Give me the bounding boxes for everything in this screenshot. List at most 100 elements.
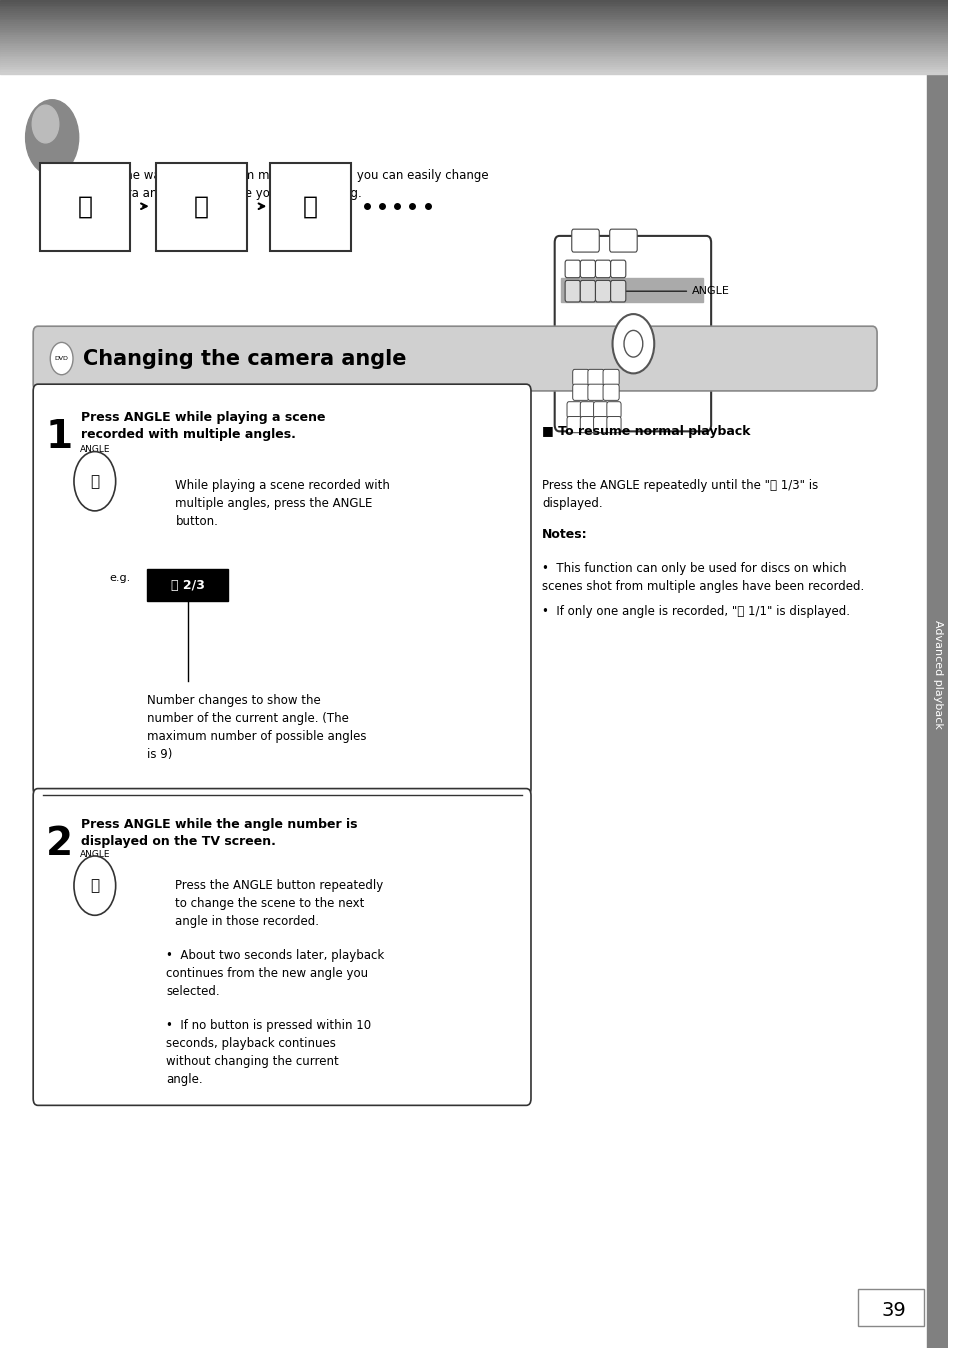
Bar bbox=[0, 59, 947, 61]
Bar bbox=[0, 67, 947, 69]
Bar bbox=[0, 58, 947, 59]
Text: ANGLE: ANGLE bbox=[578, 286, 729, 297]
Text: ■ To resume normal playback: ■ To resume normal playback bbox=[542, 425, 750, 438]
FancyBboxPatch shape bbox=[571, 229, 598, 252]
Text: •  If only one angle is recorded, "⎙ 1/1" is displayed.: • If only one angle is recorded, "⎙ 1/1"… bbox=[542, 605, 849, 619]
FancyBboxPatch shape bbox=[564, 260, 579, 278]
Bar bbox=[0, 61, 947, 63]
Text: 2: 2 bbox=[46, 825, 72, 863]
FancyBboxPatch shape bbox=[579, 260, 595, 278]
FancyBboxPatch shape bbox=[609, 229, 637, 252]
FancyBboxPatch shape bbox=[610, 260, 625, 278]
FancyBboxPatch shape bbox=[587, 369, 603, 386]
Bar bbox=[560, 278, 701, 302]
Bar bbox=[0, 69, 947, 70]
Text: Changing the camera angle: Changing the camera angle bbox=[83, 349, 407, 368]
Bar bbox=[0, 16, 947, 19]
Bar bbox=[147, 569, 228, 601]
Bar bbox=[0, 50, 947, 51]
Bar bbox=[0, 46, 947, 49]
Text: •  If no button is pressed within 10
seconds, playback continues
without changin: • If no button is pressed within 10 seco… bbox=[166, 1019, 371, 1086]
Bar bbox=[0, 11, 947, 13]
FancyBboxPatch shape bbox=[606, 417, 620, 433]
Text: 🚙: 🚙 bbox=[193, 195, 209, 218]
Bar bbox=[0, 13, 947, 15]
Bar bbox=[0, 40, 947, 43]
FancyBboxPatch shape bbox=[587, 384, 603, 400]
Circle shape bbox=[26, 100, 78, 175]
Circle shape bbox=[74, 452, 115, 511]
FancyBboxPatch shape bbox=[579, 280, 595, 302]
Text: DVD: DVD bbox=[54, 356, 69, 361]
Bar bbox=[0, 7, 947, 9]
Text: Press ANGLE while playing a scene
recorded with multiple angles.: Press ANGLE while playing a scene record… bbox=[80, 411, 325, 441]
Text: 1: 1 bbox=[46, 418, 72, 456]
FancyBboxPatch shape bbox=[572, 369, 588, 386]
Bar bbox=[156, 163, 246, 251]
Text: 39: 39 bbox=[881, 1301, 905, 1320]
Bar bbox=[0, 53, 947, 54]
Text: Number changes to show the
number of the current angle. (The
maximum number of p: Number changes to show the number of the… bbox=[147, 694, 366, 762]
Text: 🚘: 🚘 bbox=[303, 195, 317, 218]
Bar bbox=[0, 26, 947, 28]
FancyBboxPatch shape bbox=[595, 260, 610, 278]
FancyBboxPatch shape bbox=[610, 280, 625, 302]
Bar bbox=[0, 24, 947, 26]
Text: Notes:: Notes: bbox=[542, 528, 587, 542]
Circle shape bbox=[32, 105, 59, 143]
Bar bbox=[0, 20, 947, 22]
Bar bbox=[270, 163, 351, 251]
Bar bbox=[0, 44, 947, 46]
Text: ANGLE: ANGLE bbox=[79, 849, 110, 859]
Bar bbox=[857, 1289, 923, 1326]
Text: Advanced playback: Advanced playback bbox=[932, 620, 942, 728]
FancyBboxPatch shape bbox=[33, 326, 876, 391]
Bar bbox=[0, 35, 947, 36]
Bar bbox=[0, 5, 947, 7]
FancyBboxPatch shape bbox=[564, 280, 579, 302]
Text: 🚗: 🚗 bbox=[77, 195, 92, 218]
Bar bbox=[0, 43, 947, 44]
FancyBboxPatch shape bbox=[566, 417, 580, 433]
Bar bbox=[0, 65, 947, 66]
Bar bbox=[0, 49, 947, 50]
Text: If the scene was recorded from multiple angles, you can easily change
the camera: If the scene was recorded from multiple … bbox=[71, 168, 488, 200]
Bar bbox=[0, 0, 947, 1]
Bar bbox=[0, 1, 947, 4]
Bar bbox=[0, 4, 947, 5]
Text: Press the ANGLE repeatedly until the "⎙ 1/3" is
displayed.: Press the ANGLE repeatedly until the "⎙ … bbox=[542, 479, 818, 510]
Bar bbox=[0, 73, 947, 74]
Text: 📷: 📷 bbox=[91, 878, 99, 894]
FancyBboxPatch shape bbox=[593, 402, 607, 418]
Text: •  About two seconds later, playback
continues from the new angle you
selected.: • About two seconds later, playback cont… bbox=[166, 949, 384, 998]
FancyBboxPatch shape bbox=[566, 402, 580, 418]
FancyBboxPatch shape bbox=[606, 402, 620, 418]
Circle shape bbox=[623, 330, 642, 357]
Text: e.g.: e.g. bbox=[109, 573, 131, 582]
FancyBboxPatch shape bbox=[602, 384, 618, 400]
Bar bbox=[0, 22, 947, 24]
Text: ANGLE: ANGLE bbox=[79, 445, 110, 454]
FancyBboxPatch shape bbox=[595, 280, 610, 302]
FancyBboxPatch shape bbox=[33, 384, 531, 795]
Text: Press the ANGLE button repeatedly
to change the scene to the next
angle in those: Press the ANGLE button repeatedly to cha… bbox=[175, 879, 383, 927]
Bar bbox=[0, 34, 947, 35]
Bar bbox=[0, 30, 947, 31]
Bar bbox=[0, 15, 947, 16]
Text: While playing a scene recorded with
multiple angles, press the ANGLE
button.: While playing a scene recorded with mult… bbox=[175, 479, 390, 527]
FancyBboxPatch shape bbox=[572, 384, 588, 400]
Bar bbox=[926, 0, 947, 1348]
Bar bbox=[0, 19, 947, 20]
Text: •  This function can only be used for discs on which
scenes shot from multiple a: • This function can only be used for dis… bbox=[542, 562, 863, 593]
Bar bbox=[0, 9, 947, 11]
Bar bbox=[0, 36, 947, 39]
FancyBboxPatch shape bbox=[602, 369, 618, 386]
Text: 📷: 📷 bbox=[91, 473, 99, 489]
Circle shape bbox=[51, 342, 73, 375]
Circle shape bbox=[74, 856, 115, 915]
Text: Press ANGLE while the angle number is
displayed on the TV screen.: Press ANGLE while the angle number is di… bbox=[80, 818, 356, 848]
FancyBboxPatch shape bbox=[579, 417, 594, 433]
FancyBboxPatch shape bbox=[593, 417, 607, 433]
Bar bbox=[0, 28, 947, 30]
Circle shape bbox=[612, 314, 654, 373]
